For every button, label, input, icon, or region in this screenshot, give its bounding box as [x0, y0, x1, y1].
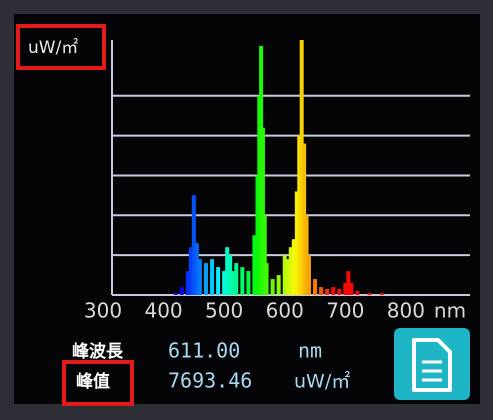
spectrum-bar	[204, 263, 208, 295]
spectrum-bar	[331, 287, 335, 295]
spectrum-bar	[246, 271, 250, 295]
spectrum-bar	[319, 287, 323, 295]
spectrum-bar	[380, 293, 384, 295]
spectrum-bar	[216, 267, 220, 295]
readout-label: 峰值	[76, 371, 110, 392]
spectrum-bar	[174, 293, 178, 295]
x-unit: nm	[434, 299, 466, 323]
spectrum-bar	[240, 267, 244, 295]
x-tick-label: 300	[84, 299, 122, 323]
spectrum-bar	[313, 279, 317, 295]
x-tick-label: 500	[205, 299, 243, 323]
readout-label: 峰波長	[72, 341, 124, 362]
readout-unit: uW/㎡	[294, 370, 350, 393]
screen: uW/㎡ nm 峰波長 611.00 nm 峰值 7693.46 uW/㎡ 30…	[0, 0, 493, 416]
readout-value: 7693.46	[168, 369, 252, 393]
spectrum-bar	[307, 255, 311, 295]
spectrum-bar	[234, 263, 238, 295]
spectrum-bar	[337, 289, 341, 295]
spectrum-bar	[368, 293, 372, 295]
spectrum-bar	[198, 259, 202, 295]
x-tick-label: 700	[326, 299, 364, 323]
spectrum-bar	[277, 275, 281, 295]
x-tick-label: 600	[266, 299, 304, 323]
spectrum-bar	[265, 263, 269, 295]
readout-value: 611.00	[168, 339, 240, 363]
spectrum-bar	[355, 291, 359, 295]
report-button[interactable]	[394, 328, 470, 400]
spectrum-bar	[349, 283, 353, 295]
x-tick-label: 400	[144, 299, 182, 323]
spectrum-bar	[325, 289, 329, 295]
y-unit: uW/㎡	[28, 38, 78, 58]
readout-unit: nm	[298, 339, 322, 363]
x-tick-label: 800	[387, 299, 425, 323]
spectrum-bar	[180, 287, 184, 295]
spectrum-bar	[271, 279, 275, 295]
spectrum-bar	[210, 259, 214, 295]
